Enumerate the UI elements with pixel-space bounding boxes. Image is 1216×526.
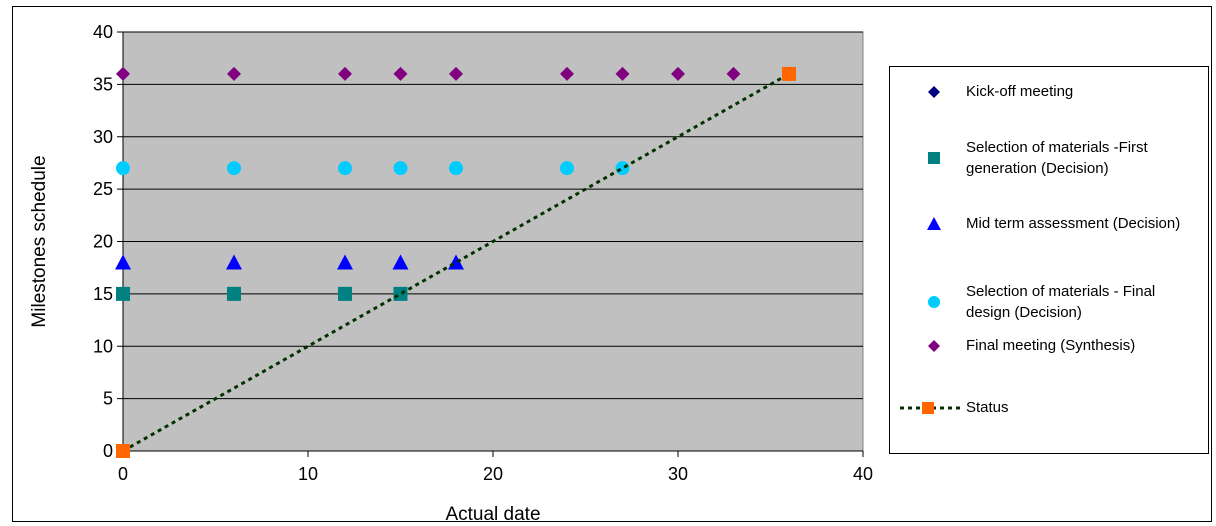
x-tick-label: 20 (483, 464, 503, 484)
series-4-point (338, 66, 352, 81)
x-tick-label: 40 (853, 464, 873, 484)
series-3-point (393, 161, 408, 176)
legend-label: Mid term assessment (Decision) (966, 215, 1181, 232)
series-3-point (116, 161, 130, 176)
y-tick-label: 40 (93, 22, 113, 42)
series-3-point (227, 161, 241, 176)
legend-marker-swatch (922, 402, 934, 414)
legend-marker (900, 400, 966, 414)
legend-label: Selection of materials - Final design (D… (966, 283, 1156, 321)
series-4-point (393, 66, 408, 81)
legend-marker (926, 150, 940, 164)
y-tick-label: 10 (93, 336, 113, 356)
legend-label: Kick-off meeting (966, 83, 1074, 100)
legend-label: Final meeting (Synthesis) (966, 337, 1136, 354)
series-4-point (560, 66, 574, 81)
y-tick-label: 0 (103, 441, 113, 461)
series-1-point (338, 286, 352, 301)
legend-marker (926, 338, 940, 352)
legend-label: Selection of materials -First generation… (966, 139, 1148, 177)
x-tick-label: 10 (298, 464, 318, 484)
x-tick-label: 0 (118, 464, 128, 484)
series-1-point (227, 286, 241, 301)
status-point (116, 444, 130, 458)
series-3-point (338, 161, 352, 176)
y-tick-label: 20 (93, 232, 113, 252)
y-tick-label: 35 (93, 74, 113, 94)
series-4-point (671, 66, 685, 81)
legend-marker-swatch (928, 340, 940, 352)
legend-marker (926, 294, 940, 308)
y-tick-label: 15 (93, 284, 113, 304)
status-point (782, 66, 796, 81)
series-4-point (726, 66, 741, 81)
legend-marker-swatch (928, 86, 940, 98)
series-2-point (337, 254, 353, 270)
series-4-point (449, 66, 463, 81)
series-4-point (116, 66, 130, 81)
legend-marker (926, 216, 941, 230)
series-3-point (449, 161, 463, 176)
legend-marker-swatch (928, 296, 940, 308)
x-axis-title: Actual date (445, 504, 540, 525)
legend: Kick-off meeting Selection of materials -… (889, 66, 1209, 454)
legend-marker (926, 84, 940, 98)
legend-marker-swatch (928, 152, 940, 164)
series-1-point (116, 286, 130, 301)
series-4-point (615, 66, 630, 81)
series-3-point (615, 161, 630, 176)
series-1-point (393, 286, 408, 301)
series-2-point (226, 254, 242, 270)
series-2-point (392, 254, 409, 270)
series-4-point (227, 66, 241, 81)
x-tick-label: 30 (668, 464, 688, 484)
series-2-point (115, 254, 131, 270)
y-tick-label: 25 (93, 179, 113, 199)
series-3-point (560, 161, 574, 176)
y-tick-label: 5 (103, 389, 113, 409)
legend-marker-swatch (927, 217, 941, 230)
legend-label: Status (966, 399, 1009, 416)
y-axis-title: Milestones schedule (29, 155, 50, 327)
y-tick-label: 30 (93, 127, 113, 147)
